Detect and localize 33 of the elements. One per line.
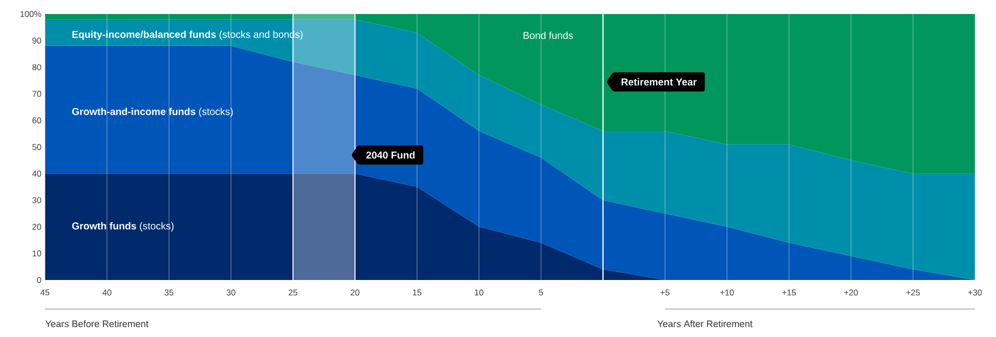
x-tick-label: 40 <box>102 290 112 296</box>
x-tick-label: +30 <box>968 290 982 296</box>
y-tick-label: 20 <box>32 224 42 230</box>
y-tick-label: 10 <box>32 250 42 256</box>
text: Years After Retirement <box>657 320 753 328</box>
y-tick-label: 90 <box>32 38 42 44</box>
x-tick-label: 35 <box>164 290 174 296</box>
x-tick-label: 15 <box>412 290 422 296</box>
band-label: 2040 Fund <box>366 151 415 159</box>
series-label: Growth-and-income funds (stocks) <box>72 108 233 118</box>
x-tick-label: +25 <box>906 290 920 296</box>
x-tick-label: 5 <box>538 290 544 296</box>
y-tick-label: 40 <box>32 170 42 177</box>
y-tick-label: 80 <box>32 64 42 70</box>
y-tick-label: 100% <box>20 11 42 17</box>
x-tick-label: +5 <box>660 290 670 296</box>
x-tick-label: 25 <box>288 290 298 296</box>
y-tick-label: 0 <box>37 277 42 283</box>
x-tick-label: 10 <box>474 290 484 296</box>
x-tick-label: 30 <box>226 290 236 296</box>
x-tick-label: 45 <box>40 290 50 296</box>
ref-line-label: Retirement Year <box>622 78 697 86</box>
y-tick-label: 50 <box>32 144 42 150</box>
x-axis-title: Years Before Retirement <box>45 320 148 328</box>
x-tick-label: +20 <box>844 290 858 296</box>
x-tick-label: +10 <box>720 290 734 296</box>
series-label: Growth funds (stocks) <box>72 222 174 232</box>
x-tick-label: +15 <box>782 290 796 296</box>
y-tick-label: 70 <box>32 90 42 97</box>
y-tick-label: 60 <box>32 117 42 124</box>
y-tick-label: 30 <box>32 197 42 204</box>
series-label: Bond funds <box>524 32 573 39</box>
x-tick-label: 20 <box>350 290 360 296</box>
